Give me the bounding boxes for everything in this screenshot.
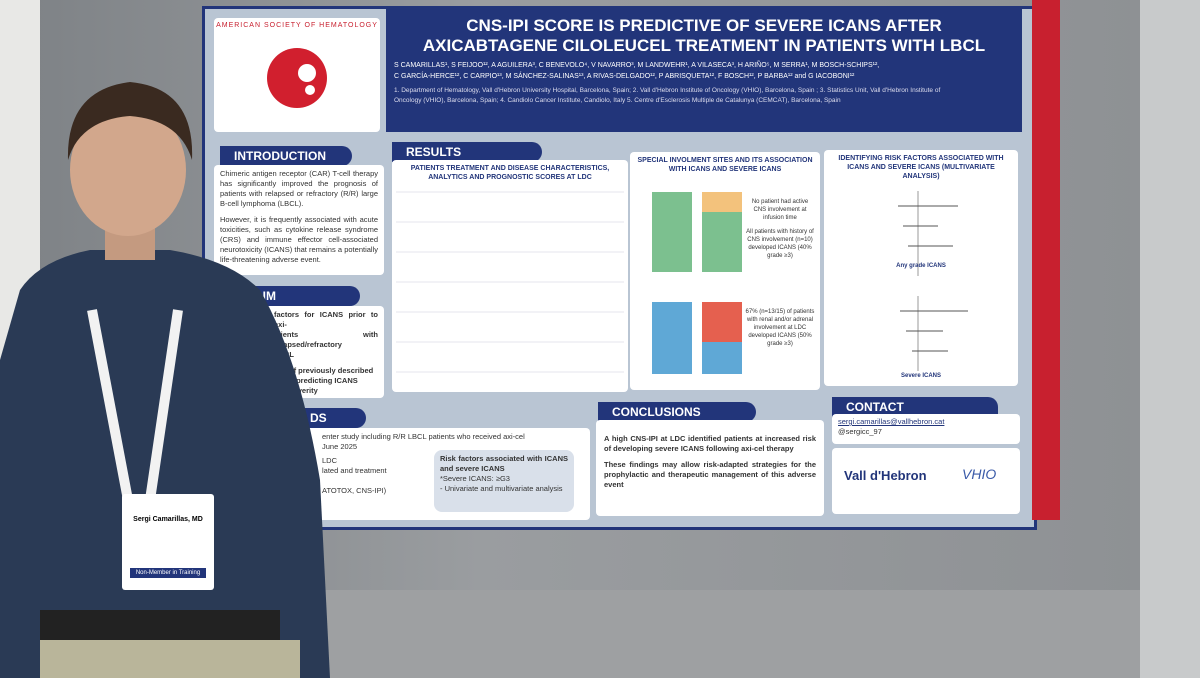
badge: Sergi Camarillas, MD Non-Member in Train… bbox=[122, 494, 214, 590]
box-line: - Univariate and multivariate analysis bbox=[440, 484, 563, 493]
logo-text: Vall d'Hebron bbox=[844, 468, 927, 483]
logos-panel: Vall d'Hebron VHIO bbox=[832, 448, 1020, 514]
person bbox=[0, 82, 330, 678]
section-heading: CONCLUSIONS bbox=[598, 402, 756, 422]
methods-box: Risk factors associated with ICANS and s… bbox=[434, 450, 574, 512]
panel-title: SPECIAL INVOLMENT SITES AND ITS ASSOCIAT… bbox=[637, 157, 813, 173]
section-heading: RESULTS bbox=[392, 142, 542, 162]
methods-line: June 2025 bbox=[322, 442, 358, 451]
email: sergi.camarillas@vallhebron.cat bbox=[838, 417, 945, 426]
forest-graphics bbox=[898, 191, 968, 381]
hair bbox=[67, 82, 193, 160]
aim-line: ility of previously described bbox=[274, 366, 374, 375]
note: All patients with history of CNS involve… bbox=[746, 229, 814, 259]
paragraph: However, it is frequently associated wit… bbox=[220, 215, 378, 264]
shirt bbox=[0, 250, 330, 678]
affiliation-line: Oncology (VHIO), Barcelona, Spain; 4. Ca… bbox=[394, 97, 841, 104]
paragraph: Chimeric antigen receptor (CAR) T-cell t… bbox=[220, 169, 378, 208]
title-banner: CNS-IPI SCORE IS PREDICTIVE OF SEVERE IC… bbox=[386, 8, 1022, 132]
section-heading: DS bbox=[296, 408, 366, 428]
belt bbox=[40, 610, 280, 640]
logo-panel: AMERICAN SOCIETY OF HEMATOLOGY bbox=[214, 18, 380, 132]
note: No patient had active CNS involvement at… bbox=[751, 199, 809, 221]
aim-line: res in predicting ICANS bbox=[274, 376, 358, 385]
note: 67% (n=13/15) of patients with renal and… bbox=[745, 309, 815, 347]
conclusions-panel: A high CNS-IPI at LDC identified patient… bbox=[596, 420, 824, 516]
bar-graphics bbox=[652, 192, 742, 382]
logo-dot bbox=[305, 85, 315, 95]
title-line: CNS-IPI SCORE IS PREDICTIVE OF SEVERE IC… bbox=[466, 16, 942, 35]
forest-label: Severe ICANS bbox=[900, 373, 942, 379]
author-line: C GARCÍA-HERCE¹², C CARPIO¹³, M SÁNCHEZ-… bbox=[394, 73, 855, 80]
methods-line: LDC bbox=[322, 456, 338, 465]
forest-label: Any grade ICANS bbox=[896, 263, 946, 269]
authors: S CAMARILLAS¹, S FEIJOO¹², A AGUILERA³, … bbox=[386, 56, 1022, 82]
face bbox=[70, 104, 186, 236]
panel-title: PATIENTS TREATMENT AND DISEASE CHARACTER… bbox=[410, 165, 610, 181]
aim-line: atients with relapsed/refractory bbox=[274, 330, 378, 349]
affiliations: 1. Department of Hematology, Vall d'Hebr… bbox=[386, 82, 1022, 106]
handle: @sergicc_97 bbox=[838, 427, 882, 436]
badge-ribbon: Non-Member in Training bbox=[130, 568, 206, 578]
box-line: Risk factors associated with ICANS and s… bbox=[440, 454, 568, 473]
affiliation-line: 1. Department of Hematology, Vall d'Hebr… bbox=[394, 87, 941, 94]
logo bbox=[267, 48, 327, 108]
title-line: AXICABTAGENE CILOLEUCEL TREATMENT IN PAT… bbox=[422, 36, 986, 55]
results-table-panel: PATIENTS TREATMENT AND DISEASE CHARACTER… bbox=[392, 160, 628, 392]
logo-dot bbox=[298, 64, 316, 82]
contact-panel: sergi.camarillas@vallhebron.cat @sergicc… bbox=[832, 414, 1020, 444]
methods-line: lated and treatment bbox=[322, 466, 387, 475]
forest-panel: IDENTIFYING RISK FACTORS ASSOCIATED WITH… bbox=[824, 150, 1018, 386]
involvement-panel: SPECIAL INVOLMENT SITES AND ITS ASSOCIAT… bbox=[630, 152, 820, 390]
trousers bbox=[40, 640, 300, 678]
panel-title: IDENTIFYING RISK FACTORS ASSOCIATED WITH… bbox=[838, 155, 1004, 180]
aim-line: factors for ICANS prior to axi- bbox=[274, 310, 378, 329]
section-heading: INTRODUCTION bbox=[220, 146, 352, 166]
badge-name: Sergi Camarillas, MD bbox=[133, 516, 203, 523]
paragraph: These findings may allow risk-adapted st… bbox=[604, 460, 816, 489]
right-panel bbox=[1140, 0, 1200, 678]
table-graphic bbox=[396, 191, 624, 373]
methods-line: ATOTOX, CNS-IPI) bbox=[322, 486, 387, 495]
logo-text: VHIO bbox=[962, 466, 997, 482]
lanyard bbox=[87, 309, 183, 501]
methods-line: enter study including R/R LBCL patients … bbox=[322, 432, 525, 441]
intro-panel: Chimeric antigen receptor (CAR) T-cell t… bbox=[214, 165, 384, 275]
paragraph: A high CNS-IPI at LDC identified patient… bbox=[604, 434, 816, 453]
author-line: S CAMARILLAS¹, S FEIJOO¹², A AGUILERA³, … bbox=[394, 62, 880, 69]
logo-text: AMERICAN SOCIETY OF HEMATOLOGY bbox=[216, 22, 378, 29]
side-strip bbox=[1032, 0, 1060, 520]
box-line: *Severe ICANS: ≥G3 bbox=[440, 474, 510, 483]
